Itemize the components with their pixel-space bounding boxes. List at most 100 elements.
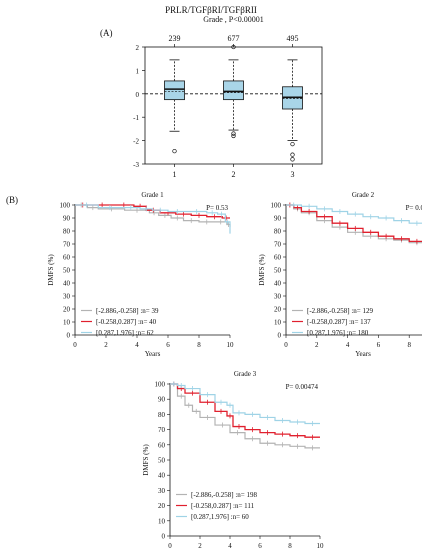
y-tick-label: 70 [158, 426, 166, 434]
y-tick-label: 30 [274, 293, 282, 301]
box [223, 80, 244, 101]
x-tick-label: 2 [198, 542, 202, 550]
x-tick-label: 8 [197, 341, 201, 349]
y-tick-label: 70 [274, 241, 282, 249]
x-tick-label: 4 [135, 341, 139, 349]
x-tick-label: 4 [346, 341, 350, 349]
y-tick-label: 2 [136, 44, 140, 52]
p-value: P= 0.53 [206, 204, 228, 212]
y-tick-label: 100 [60, 202, 71, 210]
y-axis-label: DMFS (%) [47, 254, 55, 286]
y-tick-label: 10 [274, 319, 282, 327]
y-tick-label: 80 [158, 411, 166, 419]
x-tick-label: 1 [173, 170, 177, 179]
y-tick-label: 40 [63, 280, 71, 288]
group-count: 239 [169, 34, 181, 43]
y-tick-label: 90 [63, 215, 71, 223]
outlier-point [290, 141, 295, 147]
km-panel-grade-1: Grade 1 0 10 20 30 40 50 60 70 80 90 100 0 2 4 6 8 10 Year… [47, 191, 234, 358]
panel-b-label: (B) [6, 195, 18, 205]
x-tick-label: 0 [168, 542, 172, 550]
x-tick-label: 3 [291, 170, 295, 179]
x-axis-label: Years [145, 350, 161, 358]
legend-entry: [-2.886,-0.258] :n= 129 [307, 307, 373, 315]
y-axis-label: DMFS (%) [258, 254, 266, 286]
legend-entry: [0.287,1.976] :n= 180 [307, 329, 369, 337]
outlier-point [290, 152, 295, 157]
p-value: P= 0.00454 [406, 204, 422, 212]
y-tick-label: -3 [133, 161, 139, 169]
km-title: Grade 3 [234, 370, 257, 378]
y-tick-label: 10 [158, 517, 166, 525]
y-tick-label: 100 [155, 381, 166, 389]
x-tick-label: 8 [288, 542, 292, 550]
x-tick-label: 2 [232, 170, 236, 179]
survival-curve [170, 383, 320, 449]
y-tick-label: 80 [63, 228, 71, 236]
p-value: P= 0.00474 [286, 383, 319, 391]
y-tick-label: 30 [63, 293, 71, 301]
y-tick-label: 20 [274, 306, 282, 314]
x-tick-label: 8 [407, 341, 411, 349]
km-panel-grade-2: Grade 201020304050607080901000246810Year… [258, 191, 422, 358]
y-tick-label: 60 [63, 254, 71, 262]
y-tick-label: -2 [133, 138, 139, 146]
outlier-point [290, 157, 295, 162]
outlier-point [172, 148, 177, 154]
x-tick-label: 2 [315, 341, 319, 349]
survival-curve [170, 383, 320, 438]
x-tick-label: 10 [227, 341, 235, 349]
y-tick-label: 1 [136, 67, 140, 75]
survival-curve [170, 383, 320, 425]
y-axis-label: DMFS (%) [142, 444, 150, 476]
outlier-point [231, 133, 236, 139]
y-tick-label: 80 [274, 228, 282, 236]
y-tick-label: 0 [278, 332, 282, 340]
legend-entry: [-2.886,-0.258] :n= 39 [96, 307, 159, 315]
survival-curve [286, 204, 422, 224]
group-count: 495 [287, 34, 299, 43]
x-tick-label: 6 [377, 341, 381, 349]
legend-entry: [0.287,1.976] :n= 60 [191, 513, 249, 521]
legend-entry: [0.287,1.976] :n= 62 [96, 329, 154, 337]
y-tick-label: 30 [158, 487, 166, 495]
outlier-point [231, 131, 236, 136]
y-tick-label: 40 [274, 280, 282, 288]
y-tick-label: 0 [67, 332, 71, 340]
group-count: 677 [228, 34, 240, 43]
legend-entry: [-0.258,0.287] :n= 111 [191, 502, 255, 510]
legend-entry: [-0.258,0.287] :n= 40 [96, 318, 157, 326]
survival-curve [75, 204, 231, 234]
y-tick-label: 70 [63, 241, 71, 249]
x-tick-label: 6 [258, 542, 262, 550]
y-tick-label: 50 [158, 457, 166, 465]
boxplot-panel: Grade , P<0.00001 -3 -2 -1 0 1 2 239 1 677 2 495 3 [133, 15, 323, 179]
y-tick-label: 60 [158, 441, 166, 449]
legend-entry: [-2.886,-0.258] :n= 198 [191, 491, 257, 499]
figure-title: PRLR/TGFβRI/TGFβRII [165, 5, 257, 15]
boxplot-title: Grade , P<0.00001 [203, 15, 264, 24]
x-axis-label: Years [355, 350, 371, 358]
y-tick-label: 40 [158, 472, 166, 480]
y-tick-label: 60 [274, 254, 282, 262]
box [164, 80, 185, 101]
x-tick-label: 6 [166, 341, 170, 349]
km-panel-grade-3: Grade 301020304050607080901000246810Year… [142, 370, 324, 550]
panel-a-label: (A) [100, 28, 113, 38]
x-tick-label: 10 [317, 542, 325, 550]
x-tick-label: 4 [228, 542, 232, 550]
km-title: Grade 2 [352, 191, 375, 199]
y-tick-label: 50 [274, 267, 282, 275]
y-tick-label: 100 [271, 202, 282, 210]
x-tick-label: 0 [284, 341, 288, 349]
y-tick-label: 10 [63, 319, 71, 327]
y-tick-label: 0 [162, 533, 166, 541]
y-tick-label: 90 [158, 396, 166, 404]
x-tick-label: 0 [73, 341, 77, 349]
y-tick-label: 20 [63, 306, 71, 314]
y-tick-label: -1 [133, 114, 139, 122]
legend-entry: [-0.258,0.287] :n= 137 [307, 318, 371, 326]
y-tick-label: 0 [136, 91, 140, 99]
x-tick-label: 2 [104, 341, 108, 349]
